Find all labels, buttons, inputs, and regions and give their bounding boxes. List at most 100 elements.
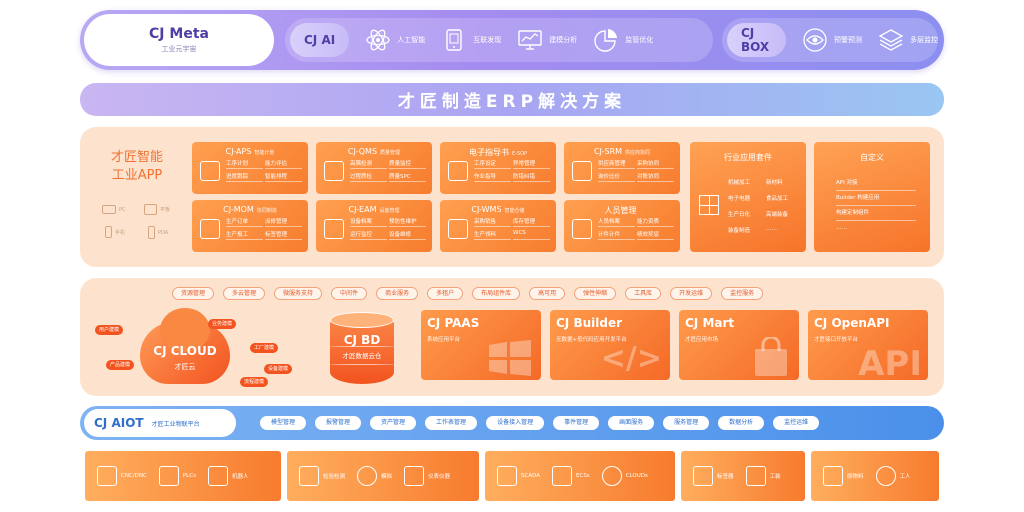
aiot-service-tag[interactable]: 画面服务 (608, 416, 655, 430)
inspection-icon (299, 466, 319, 486)
warehouse-icon (448, 219, 468, 239)
screen-icon (572, 219, 592, 239)
meta-item-discovery: 互联发现 (441, 27, 501, 53)
module-aps-item: 进度跟踪 (226, 172, 263, 182)
paas-service-tag[interactable]: 监控服务 (721, 287, 764, 300)
module-hr-item: 计件计件 (598, 230, 635, 240)
paas-service-tag[interactable]: 多租户 (427, 287, 464, 300)
aiot-service-tag[interactable]: 数据分析 (718, 416, 765, 430)
module-aps[interactable]: CJ-APS 智能计划 工序计划 能力评估 进度跟踪 智能排程 (192, 142, 308, 194)
paas-card-subtitle: 才匠接口开放平台 (814, 337, 859, 343)
industry-suite-item: 电子电器 (728, 196, 751, 202)
cnc-icon (97, 466, 117, 486)
module-wms-item: 库存管理 (513, 217, 550, 227)
aiot-service-tag[interactable]: 工作表管理 (425, 416, 478, 430)
module-mom-heading: CJ-MOM 协同制造 (223, 205, 277, 214)
paas-card-openapi[interactable]: CJ OpenAPI 才匠接口开放平台 API (808, 310, 928, 380)
module-srm[interactable]: CJ-SRM 供应商协同 供应商管理 采购协同 询价比价 对账协同 (564, 142, 680, 194)
industrial-app-title-line1: 才匠智能 (110, 150, 163, 165)
module-hr-item: 绩效奖惩 (637, 230, 674, 240)
paas-card-mart[interactable]: CJ Mart 才匠应用市场 (679, 310, 799, 380)
paas-card-title: CJ PAAS (427, 316, 480, 330)
industry-suite-item: 高端装备 (766, 212, 789, 218)
device-ecs: ECSs (552, 466, 590, 486)
module-esop-item: 作业指导 (474, 172, 511, 182)
aiot-service-tag[interactable]: 报警管理 (315, 416, 362, 430)
custom-suite-card[interactable]: 自定义 API 对接 Builder 构建应用 构建定制组件 …… (814, 142, 930, 252)
paas-service-tag[interactable]: 商业服务 (376, 287, 419, 300)
industry-suite-card[interactable]: 行业应用套件 机械加工 新材料 电子电器 食品加工 生产日化 高端装备 装备制造… (690, 142, 806, 252)
cloud-tag: 工厂建模 (250, 343, 279, 353)
industrial-app-title-line2: 工业APP (111, 168, 163, 183)
paas-service-tag[interactable]: 布局组件库 (472, 287, 521, 300)
meta-item-supervision: 监管优化 (593, 27, 653, 53)
module-wms-item: 采购销售 (474, 217, 511, 227)
cj-cloud[interactable]: CJ CLOUD 才匠云 (140, 308, 230, 384)
paas-card-builder[interactable]: CJ Builder 无数据+低代码应用开发平台 </> (550, 310, 670, 380)
aiot-service-tag[interactable]: 设备接入管理 (486, 416, 545, 430)
phone-icon (105, 226, 112, 238)
device-pc: PC (102, 205, 126, 214)
device-label: 标签器 (717, 474, 734, 480)
cj-bd-database[interactable]: CJ BD 才匠数据云仓 (330, 312, 394, 384)
pie-chart-icon (594, 29, 618, 52)
paas-service-tag[interactable]: 高可用 (529, 287, 566, 300)
aiot-service-tag[interactable]: 监控运维 (773, 416, 820, 430)
module-aps-item: 智能排程 (265, 172, 302, 182)
module-mom[interactable]: CJ-MOM 协同制造 生产订单 派修管理 生产报工 标签管理 (192, 200, 308, 252)
module-eam[interactable]: CJ-EAM 设备管理 设备档案 预防性维护 运行监控 设备维修 (316, 200, 432, 252)
device-label: 检验检测 (323, 474, 346, 480)
aiot-title: CJ AIOT (94, 416, 144, 430)
device-group-machines: CNC/DNC PLCs 机器人 (85, 451, 281, 501)
device-fixture: 工装 (745, 466, 781, 486)
paas-service-tag[interactable]: 资源管理 (172, 287, 215, 300)
module-hr-items: 人员档案 能力资质 计件计件 绩效奖惩 (598, 217, 674, 240)
tablet-device-icon (144, 204, 157, 215)
paas-service-tag[interactable]: 工具库 (625, 287, 662, 300)
aiot-service-tag[interactable]: 服务管理 (663, 416, 710, 430)
device-pda: PDA (148, 226, 168, 239)
paas-card-paas[interactable]: CJ PAAS 系统应用平台 (421, 310, 541, 380)
module-qms-item: 过程质检 (350, 172, 387, 182)
industrial-app-panel: 才匠智能 工业APP PC 平板 手机 PDA CJ-APS 智能计划 工序计划 … (80, 127, 944, 267)
robot-arm-icon (207, 466, 228, 486)
paas-service-tag[interactable]: 多云管理 (223, 287, 266, 300)
database-cap (330, 312, 394, 328)
paas-card-subtitle: 系统应用平台 (427, 337, 461, 343)
ai-group-label: CJ AI (290, 23, 350, 57)
custom-suite-item: Builder 构建应用 (836, 191, 916, 206)
module-wms[interactable]: CJ-WMS 智能仓储 采购销售 库存管理 生产领料 WCS (440, 200, 556, 252)
module-aps-items: 工序计划 能力评估 进度跟踪 智能排程 (226, 159, 302, 182)
device-group-tools: 标签器 工装 (681, 451, 805, 501)
module-hr[interactable]: 人员管理 人员档案 能力资质 计件计件 绩效奖惩 (564, 200, 680, 252)
cloud-tag: 业务建模 (208, 319, 237, 329)
cj-bd-subtitle: 才匠数据云仓 (342, 352, 382, 360)
paas-service-tag[interactable]: 弹性伸缩 (574, 287, 617, 300)
module-qms[interactable]: CJ-QMS 质量管理 高隅检测 质量监控 过程质检 质量SPC (316, 142, 432, 194)
device-pc-label: PC (119, 206, 126, 213)
paas-panel: 资源管理 多云管理 微服务支持 中间件 商业服务 多租户 布局组件库 高可用 弹… (80, 278, 944, 396)
paas-service-tag[interactable]: 中间件 (331, 287, 368, 300)
aiot-service-tag[interactable]: 模型管理 (260, 416, 307, 430)
device-label: ECSs (576, 473, 590, 479)
meta-item-monitoring: 多层监控 (878, 27, 938, 53)
meta-logo-pill: CJ Meta 工业元宇宙 (84, 14, 274, 66)
industry-suite-item: 机械加工 (728, 180, 751, 186)
document-icon (448, 161, 468, 181)
monitor-trend-icon (200, 219, 220, 239)
module-srm-item: 对账协同 (637, 172, 674, 182)
meta-title: CJ Meta (149, 26, 209, 42)
industry-suite-item: 新材料 (766, 180, 783, 186)
industry-suite-items: 机械加工 新材料 电子电器 食品加工 生产日化 高端装备 装备制造 …… (728, 178, 802, 234)
aiot-service-tag[interactable]: 资产管理 (370, 416, 417, 430)
device-phone-label: 手机 (115, 229, 126, 236)
shopping-bag-icon (755, 337, 787, 376)
meta-item-modeling-label: 建模分析 (549, 36, 578, 44)
aiot-service-tag[interactable]: 事件管理 (553, 416, 600, 430)
module-qms-items: 高隅检测 质量监控 过程质检 质量SPC (350, 159, 426, 182)
module-srm-heading: CJ-SRM 供应商协同 (593, 147, 651, 156)
paas-service-tag[interactable]: 微服务支持 (274, 287, 323, 300)
pda-icon (148, 226, 155, 239)
paas-service-tag[interactable]: 开发运维 (670, 287, 713, 300)
module-esop[interactable]: 电子指导书 E-SOP 工序设定 异常管理 作业指导 防错纠错 (440, 142, 556, 194)
